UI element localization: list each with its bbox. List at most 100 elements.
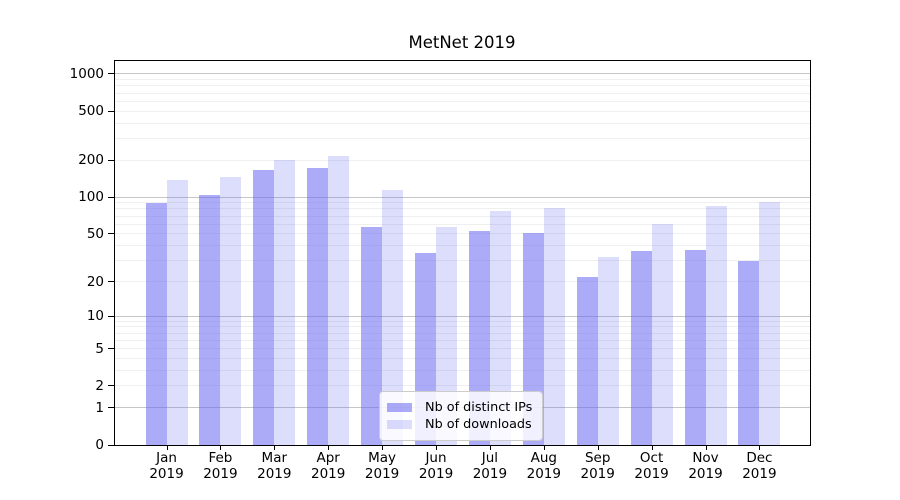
x-tick-year: 2019	[688, 465, 723, 482]
y-tick-label: 10	[86, 308, 104, 325]
bar-nb-of-distinct-ips-nov	[684, 249, 706, 445]
x-tick-year: 2019	[203, 465, 238, 482]
gridline-minor	[114, 208, 810, 209]
legend-swatch-downloads	[387, 420, 412, 429]
x-tick-year: 2019	[742, 465, 777, 482]
gridline-minor	[114, 340, 810, 341]
x-tick	[597, 446, 599, 450]
gridline-major	[114, 73, 810, 74]
x-tick-month: Jan	[156, 450, 177, 466]
x-tick-year: 2019	[364, 465, 400, 482]
spine-top	[114, 60, 811, 61]
y-tick	[108, 348, 114, 349]
x-tick-label: Sep 2019	[570, 450, 626, 482]
bar-nb-of-downloads-mar	[274, 160, 296, 445]
y-tick-label: 200	[78, 152, 104, 169]
y-tick	[108, 407, 114, 408]
y-tick	[108, 316, 114, 317]
bar-nb-of-downloads-apr	[328, 156, 350, 446]
x-tick-year: 2019	[580, 465, 615, 482]
gridline-minor	[114, 101, 810, 102]
x-tick-month: Nov	[692, 450, 719, 466]
gridline-minor	[114, 385, 810, 386]
x-tick-month: Sep	[584, 450, 611, 466]
gridline-minor	[114, 245, 810, 246]
x-tick	[759, 446, 761, 450]
y-tick-label: 1000	[69, 65, 104, 82]
gridline-minor	[114, 281, 810, 282]
legend-swatch-distinct-ips	[387, 403, 412, 412]
x-tick-label: Aug 2019	[516, 450, 572, 482]
y-tick	[108, 160, 114, 161]
x-tick	[489, 446, 491, 450]
x-tick-month: Jun	[425, 450, 447, 466]
x-tick	[274, 446, 276, 450]
x-tick	[436, 446, 437, 450]
bar-nb-of-downloads-jul	[489, 211, 511, 445]
y-tick-label: 20	[86, 273, 104, 290]
x-tick-month: Jul	[481, 450, 499, 466]
legend: Nb of distinct IPs Nb of downloads	[379, 391, 543, 441]
x-tick-label: Jul 2019	[462, 450, 518, 482]
legend-label-downloads: Nb of downloads	[425, 417, 532, 432]
bar-nb-of-downloads-may	[382, 189, 404, 445]
x-tick-label: Jan 2019	[139, 450, 195, 482]
bar-nb-of-distinct-ips-dec	[738, 260, 760, 445]
x-tick-month: Apr	[316, 450, 340, 466]
x-tick	[328, 446, 330, 450]
gridline-minor	[114, 138, 810, 139]
y-tick	[108, 445, 114, 446]
spine-left	[114, 60, 115, 446]
bar-nb-of-downloads-oct	[651, 224, 673, 445]
spine-bottom	[114, 445, 811, 446]
gridline-minor	[114, 216, 810, 217]
chart-title: MetNet 2019	[408, 33, 516, 52]
x-tick-label: Mar 2019	[246, 450, 302, 482]
bar-nb-of-distinct-ips-mar	[253, 170, 275, 445]
bar-nb-of-distinct-ips-feb	[199, 194, 221, 445]
bar-nb-of-downloads-aug	[543, 207, 565, 445]
gridline-minor	[114, 321, 810, 322]
gridline-minor	[114, 202, 810, 203]
x-tick-month: Oct	[639, 450, 664, 466]
bar-nb-of-downloads-jan	[166, 180, 188, 445]
x-tick-year: 2019	[311, 465, 346, 482]
x-tick-year: 2019	[257, 465, 292, 482]
y-tick-label: 0	[95, 437, 104, 453]
gridline-minor	[114, 85, 810, 86]
x-tick-label: Nov 2019	[678, 450, 734, 482]
y-tick	[108, 233, 114, 234]
x-tick	[651, 446, 653, 450]
x-tick-year: 2019	[418, 465, 454, 482]
gridline-minor	[114, 370, 810, 371]
gridline-minor	[114, 348, 810, 349]
gridline-minor	[114, 160, 810, 161]
x-tick	[705, 446, 707, 450]
y-tick	[108, 73, 114, 74]
x-tick-month: Aug	[530, 450, 557, 466]
gridline-minor	[114, 93, 810, 94]
spine-right	[810, 60, 811, 446]
bar-nb-of-distinct-ips-may	[361, 226, 383, 445]
x-tick-label: Apr 2019	[300, 450, 356, 482]
gridline-minor	[114, 79, 810, 80]
x-tick-month: Mar	[261, 450, 288, 466]
legend-item-downloads: Nb of downloads	[387, 417, 534, 432]
gridline-major	[114, 316, 810, 317]
x-tick	[166, 446, 168, 450]
x-tick	[220, 446, 222, 450]
x-tick	[543, 446, 545, 450]
y-tick-label: 2	[95, 378, 104, 394]
bar-nb-of-distinct-ips-sep	[576, 276, 598, 445]
gridline-minor	[114, 224, 810, 225]
bar-nb-of-downloads-nov	[705, 205, 727, 445]
legend-item-distinct-ips: Nb of distinct IPs	[387, 400, 534, 415]
x-tick-month: May	[368, 450, 397, 466]
gridline-minor	[114, 358, 810, 359]
bar-nb-of-distinct-ips-oct	[630, 251, 652, 445]
y-tick	[108, 111, 114, 112]
bar-nb-of-downloads-sep	[597, 257, 619, 445]
x-tick	[382, 446, 384, 450]
bar-nb-of-downloads-dec	[759, 201, 781, 445]
